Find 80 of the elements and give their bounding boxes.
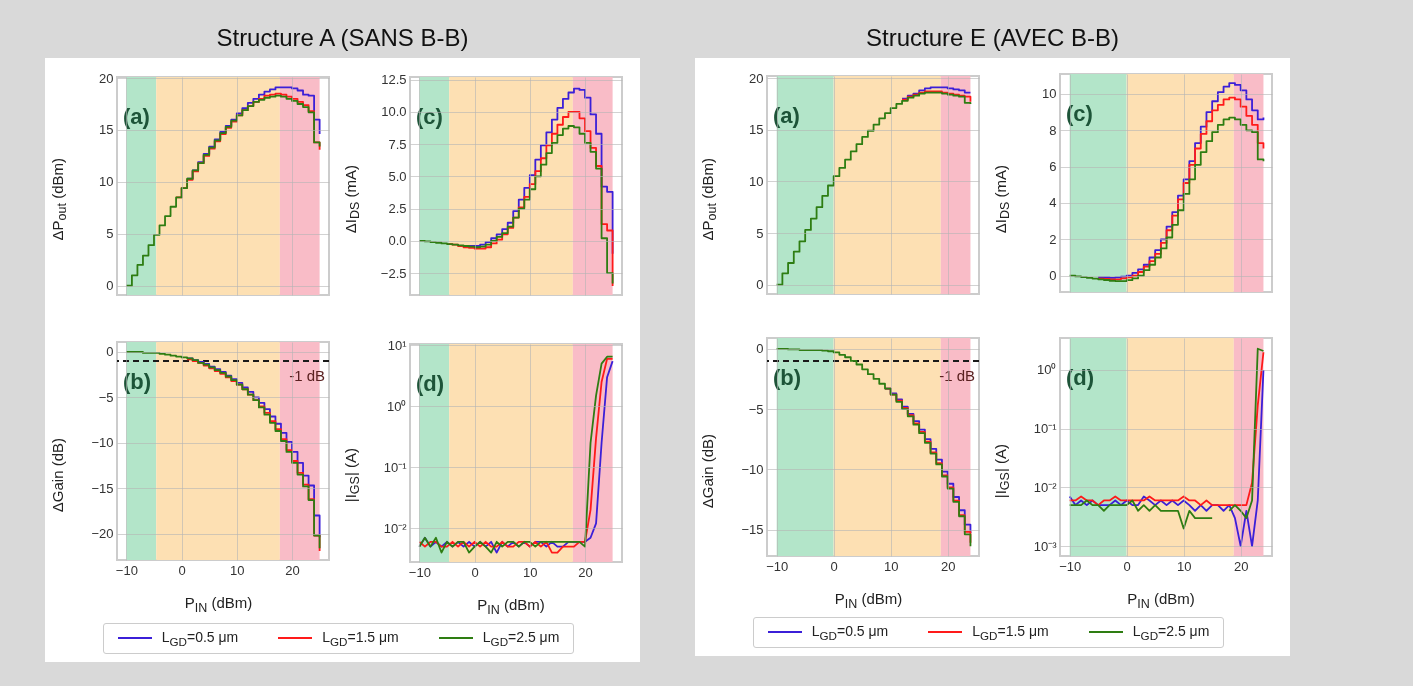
y-tick-label: 10 <box>99 174 114 190</box>
x-tick-label: 20 <box>940 558 956 574</box>
annotation: (d) <box>416 371 445 396</box>
y-tick-label: 10⁻² <box>1033 479 1058 495</box>
y-tick-label: 15 <box>749 122 764 138</box>
legend-label: L$_{GD}$=1.5 μm <box>322 629 399 648</box>
x-tick-label: −10 <box>766 558 789 574</box>
annotation: (b) <box>773 365 802 390</box>
y-tick-label: −5 <box>98 389 114 405</box>
y-tick-label: 15 <box>99 122 114 138</box>
y-tick-label: 2.5 <box>388 200 407 216</box>
annotation: (c) <box>1066 101 1093 126</box>
x-tick-label: 0 <box>471 564 479 580</box>
x-tick-label: 20 <box>578 564 593 580</box>
y-tick-label: −5 <box>748 401 764 417</box>
annotation: (a) <box>773 103 800 128</box>
y-tick-label: 5 <box>756 225 764 241</box>
y-tick-label: 10⁰ <box>1037 362 1057 378</box>
y-tick-label: 10 <box>749 173 764 189</box>
ref-line-label: -1 dB <box>289 366 325 384</box>
chart-title: Structure A (SANS B-B) <box>216 23 469 53</box>
y-tick-label: 10⁻³ <box>1033 538 1058 554</box>
x-tick-label: 10 <box>523 564 538 580</box>
x-tick-label: −10 <box>1059 558 1082 574</box>
y-tick-label: −10 <box>91 434 114 450</box>
legend-label: L$_{GD}$=1.5 μm <box>972 623 1049 642</box>
y-tick-label: −15 <box>741 522 764 537</box>
x-tick-label: −10 <box>408 564 431 580</box>
legend-label: L$_{GD}$=0.5 μm <box>161 629 239 648</box>
y-tick-label: 0 <box>106 278 114 294</box>
x-tick-label: 0 <box>1123 558 1131 574</box>
annotation: (a) <box>123 104 150 129</box>
x-axis-title: P$_{IN}$ (dBm) <box>184 593 253 615</box>
y-tick-label: −2.5 <box>380 265 407 281</box>
y-tick-label: 0 <box>106 343 114 359</box>
y-tick-label: 10⁻² <box>383 520 408 536</box>
y-tick-label: 10 <box>1042 86 1057 102</box>
x-tick-label: 10 <box>1176 558 1192 574</box>
y-tick-label: −20 <box>91 525 114 541</box>
line-series <box>1068 369 1265 548</box>
y-tick-label: 6 <box>1049 159 1057 175</box>
x-tick-label: 10 <box>883 558 899 574</box>
y-tick-label: 0.0 <box>388 232 407 248</box>
y-tick-label: 10¹ <box>387 337 408 353</box>
legend-label: L$_{GD}$=2.5 μm <box>1132 623 1210 642</box>
x-tick-label: 20 <box>285 562 300 577</box>
x-tick-label: 0 <box>178 562 186 577</box>
y-tick-label: 0 <box>756 341 764 357</box>
y-tick-label: 10⁻¹ <box>383 459 408 475</box>
y-tick-label: 7.5 <box>388 136 407 152</box>
y-tick-label: −15 <box>91 480 114 496</box>
x-tick-label: 0 <box>830 558 838 574</box>
annotation: (d) <box>1066 365 1095 390</box>
y-tick-label: 5.0 <box>388 168 407 184</box>
y-tick-label: 12.5 <box>381 71 407 87</box>
y-tick-label: 10⁰ <box>387 398 407 414</box>
x-axis-title: P$_{IN}$ (dBm) <box>477 596 545 617</box>
x-tick-label: 10 <box>230 562 245 577</box>
y-axis-title: ΔGain (dB) <box>49 437 67 513</box>
legend-label: L$_{GD}$=0.5 μm <box>811 623 889 642</box>
x-axis-title: P$_{IN}$ (dBm) <box>834 590 903 611</box>
y-tick-label: 5 <box>106 226 114 242</box>
y-tick-label: 4 <box>1049 195 1057 211</box>
y-tick-label: 0 <box>1049 268 1057 284</box>
annotation: (b) <box>123 368 152 394</box>
y-tick-label: 20 <box>749 70 764 86</box>
x-tick-label: 20 <box>1233 558 1249 574</box>
y-tick-label: 10.0 <box>381 103 407 119</box>
y-tick-label: 20 <box>99 70 114 86</box>
y-tick-label: 10⁻¹ <box>1033 421 1058 437</box>
annotation: (c) <box>416 103 443 129</box>
legend-label: L$_{GD}$=2.5 μm <box>482 629 560 648</box>
y-tick-label: 8 <box>1049 122 1057 138</box>
y-tick-label: −10 <box>741 461 764 477</box>
y-tick-label: 0 <box>756 277 764 293</box>
y-tick-label: 2 <box>1049 231 1057 247</box>
y-axis-title: ΔGain (dB) <box>699 434 717 509</box>
x-axis-title: P$_{IN}$ (dBm) <box>1127 590 1195 611</box>
ref-line-label: -1 dB <box>939 366 975 384</box>
chart-title: Structure E (AVEC B-B) <box>866 23 1119 53</box>
